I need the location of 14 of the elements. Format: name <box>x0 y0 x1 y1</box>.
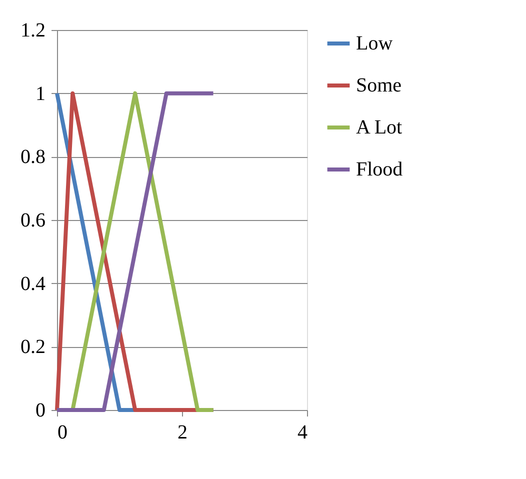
legend-label: Low <box>356 32 394 54</box>
y-tick-label: 0.4 <box>20 272 46 295</box>
y-tick-label: 0.8 <box>20 146 46 168</box>
y-tick-label: 0.6 <box>20 210 46 232</box>
y-tick-label: 0.2 <box>20 336 46 358</box>
x-tick-label: 2 <box>178 422 188 444</box>
legend-label: Some <box>356 74 402 96</box>
y-tick-label: 1.2 <box>20 20 46 42</box>
y-tick-label: 0 <box>36 400 46 422</box>
y-tick-label: 1 <box>36 82 46 105</box>
legend-label: A Lot <box>356 116 403 138</box>
x-tick-label: 4 <box>298 422 308 444</box>
x-tick-label: 0 <box>58 422 68 444</box>
legend-label: Flood <box>356 158 403 180</box>
